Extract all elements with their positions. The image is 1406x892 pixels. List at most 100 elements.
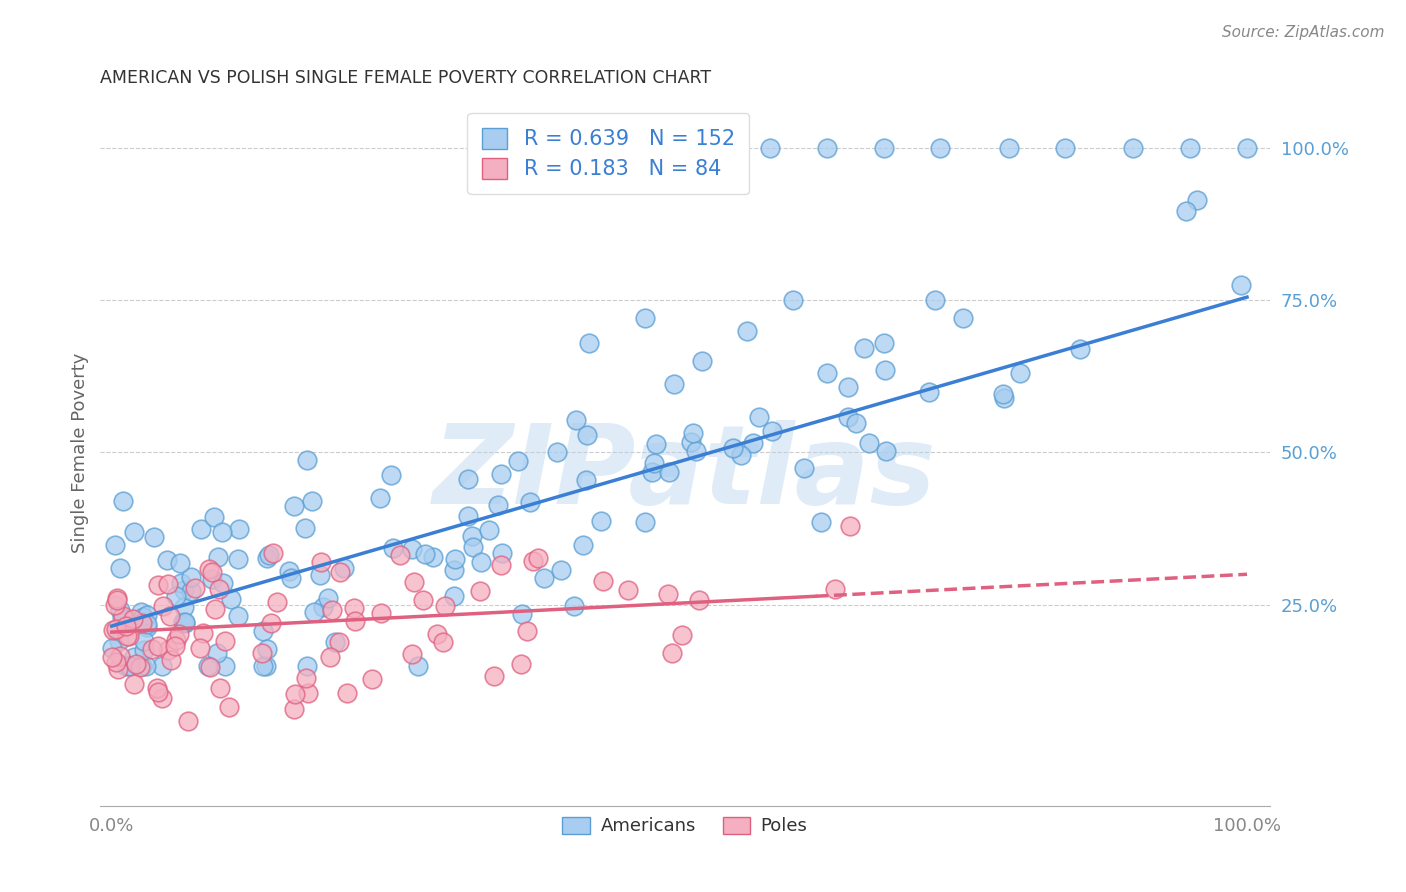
Point bbox=[254, 658, 277, 673]
Point bbox=[1180, 141, 1202, 155]
Point bbox=[174, 615, 197, 629]
Point bbox=[131, 615, 153, 630]
Point bbox=[142, 530, 165, 544]
Point bbox=[426, 627, 449, 641]
Point bbox=[329, 566, 352, 580]
Point bbox=[748, 409, 770, 424]
Point bbox=[634, 515, 657, 529]
Point bbox=[837, 380, 859, 394]
Point bbox=[742, 436, 765, 450]
Point bbox=[120, 658, 142, 673]
Point bbox=[111, 609, 134, 624]
Point bbox=[188, 640, 211, 655]
Point bbox=[662, 376, 685, 391]
Point bbox=[228, 522, 250, 536]
Point bbox=[112, 494, 135, 508]
Point bbox=[533, 571, 555, 585]
Point bbox=[323, 634, 346, 648]
Point bbox=[112, 615, 135, 630]
Point bbox=[111, 611, 134, 625]
Point bbox=[101, 641, 124, 656]
Point bbox=[115, 619, 138, 633]
Point bbox=[205, 646, 228, 660]
Point bbox=[294, 521, 316, 535]
Point bbox=[1054, 141, 1077, 155]
Point bbox=[146, 578, 169, 592]
Point bbox=[295, 658, 318, 673]
Point bbox=[509, 657, 531, 671]
Point bbox=[302, 605, 325, 619]
Point bbox=[135, 658, 157, 673]
Point bbox=[721, 441, 744, 455]
Point bbox=[690, 354, 713, 368]
Point bbox=[737, 324, 759, 338]
Point bbox=[657, 587, 679, 601]
Point bbox=[388, 548, 411, 562]
Point bbox=[491, 546, 513, 560]
Point bbox=[157, 577, 180, 591]
Point bbox=[519, 495, 541, 509]
Point bbox=[104, 538, 127, 552]
Point bbox=[280, 571, 302, 585]
Point bbox=[321, 603, 343, 617]
Point bbox=[297, 686, 319, 700]
Point bbox=[226, 551, 249, 566]
Point bbox=[381, 541, 404, 555]
Point bbox=[155, 553, 177, 567]
Point bbox=[309, 567, 332, 582]
Text: Source: ZipAtlas.com: Source: ZipAtlas.com bbox=[1222, 25, 1385, 40]
Point bbox=[202, 509, 225, 524]
Point bbox=[163, 639, 186, 653]
Point bbox=[413, 547, 436, 561]
Point bbox=[457, 508, 479, 523]
Point bbox=[1236, 141, 1258, 155]
Text: ZIPatlas: ZIPatlas bbox=[433, 420, 936, 527]
Point bbox=[658, 465, 681, 479]
Point bbox=[571, 538, 593, 552]
Point bbox=[256, 551, 278, 566]
Point bbox=[105, 655, 128, 669]
Point bbox=[211, 524, 233, 539]
Point bbox=[207, 550, 229, 565]
Point bbox=[160, 653, 183, 667]
Text: AMERICAN VS POLISH SINGLE FEMALE POVERTY CORRELATION CHART: AMERICAN VS POLISH SINGLE FEMALE POVERTY… bbox=[100, 69, 711, 87]
Point bbox=[101, 624, 124, 638]
Point bbox=[301, 494, 323, 508]
Point bbox=[328, 635, 350, 649]
Point bbox=[434, 599, 457, 613]
Point bbox=[152, 599, 174, 614]
Point bbox=[690, 141, 713, 155]
Point bbox=[510, 607, 533, 621]
Point bbox=[361, 672, 384, 686]
Point bbox=[929, 141, 952, 155]
Point bbox=[115, 629, 138, 643]
Point bbox=[688, 592, 710, 607]
Point bbox=[444, 552, 467, 566]
Point bbox=[634, 311, 657, 326]
Point bbox=[157, 643, 180, 657]
Point bbox=[432, 635, 454, 649]
Point bbox=[875, 443, 897, 458]
Point bbox=[380, 467, 402, 482]
Point bbox=[124, 524, 146, 539]
Point bbox=[661, 646, 683, 660]
Point bbox=[208, 582, 231, 596]
Point bbox=[101, 649, 124, 664]
Point bbox=[107, 634, 129, 648]
Point bbox=[401, 647, 423, 661]
Point bbox=[150, 691, 173, 706]
Point bbox=[132, 633, 155, 648]
Point bbox=[177, 714, 200, 728]
Point bbox=[167, 626, 190, 640]
Point bbox=[645, 437, 668, 451]
Point bbox=[108, 561, 131, 575]
Point bbox=[136, 607, 159, 622]
Point bbox=[1174, 203, 1197, 218]
Point bbox=[262, 546, 284, 560]
Point bbox=[104, 598, 127, 612]
Point bbox=[682, 425, 704, 440]
Point bbox=[283, 702, 305, 716]
Point bbox=[401, 541, 423, 556]
Point bbox=[1008, 366, 1031, 380]
Point bbox=[1122, 141, 1144, 155]
